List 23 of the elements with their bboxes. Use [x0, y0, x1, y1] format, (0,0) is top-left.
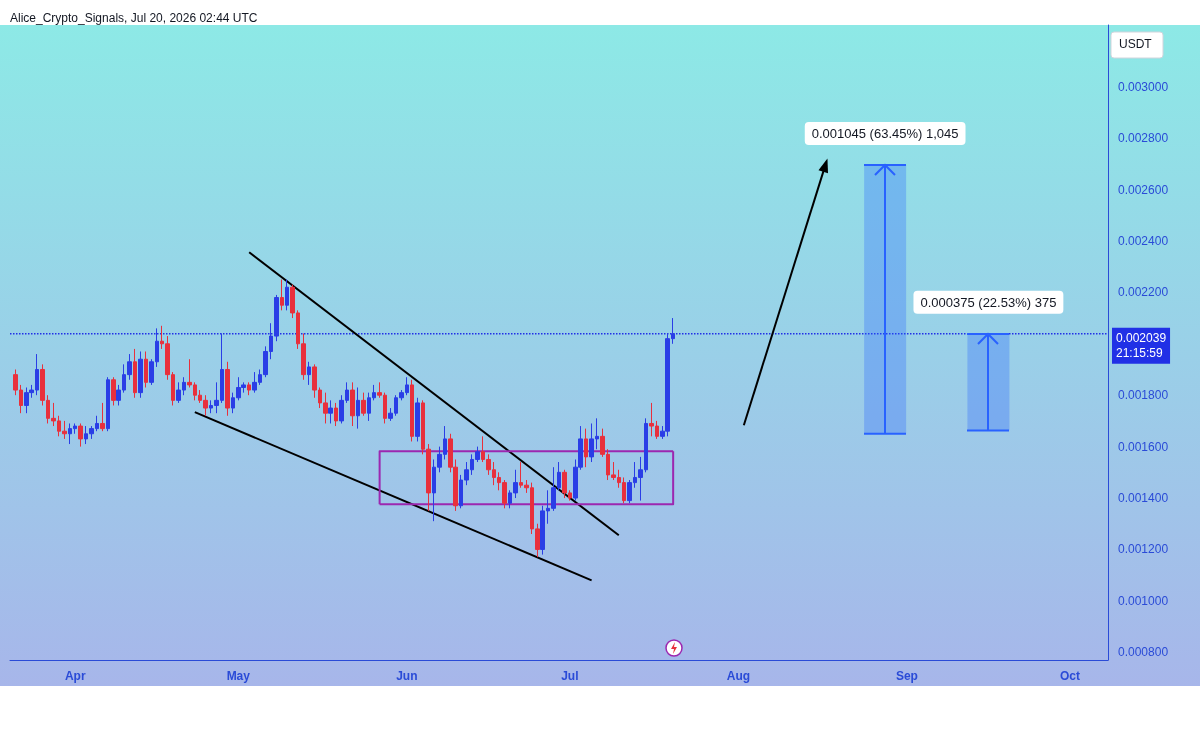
y-tick-label: 0.001600	[1118, 439, 1169, 454]
y-tick-label: 0.003000	[1118, 79, 1169, 94]
y-tick-label: 0.001400	[1118, 491, 1169, 506]
x-tick-label: Jun	[396, 669, 418, 683]
x-tick-label: Oct	[1059, 669, 1080, 683]
y-tick-label: 0.002200	[1118, 285, 1169, 300]
x-tick-label: Aug	[726, 669, 751, 683]
y-tick-label: 0.000800	[1118, 645, 1169, 660]
data-label: 0.000375 (22.53%) 375	[920, 294, 1057, 310]
y-tick-label: 0.001800	[1118, 388, 1169, 403]
y-axis-title: USDT	[1119, 37, 1153, 51]
y-tick-label: 0.001000	[1118, 593, 1169, 608]
x-tick-label: Jul	[561, 669, 579, 683]
data-label: 0.001045 (63.45%) 1,045	[811, 126, 959, 142]
x-tick-label: May	[226, 669, 251, 683]
y-tick-label: 0.002600	[1118, 182, 1169, 197]
y-tick-label: 0.002400	[1118, 233, 1169, 248]
x-tick-label: Sep	[895, 669, 918, 683]
y-tick-label: 0.002800	[1118, 131, 1169, 146]
x-tick-label: Apr	[64, 669, 86, 683]
y-tick-label: 0.001200	[1118, 542, 1169, 557]
annotation: Alice_Crypto_Signals, Jul 20, 2026 02:44 UTC	[10, 11, 258, 25]
ref-line-label: 0.002039 21:15:59	[1116, 331, 1167, 361]
